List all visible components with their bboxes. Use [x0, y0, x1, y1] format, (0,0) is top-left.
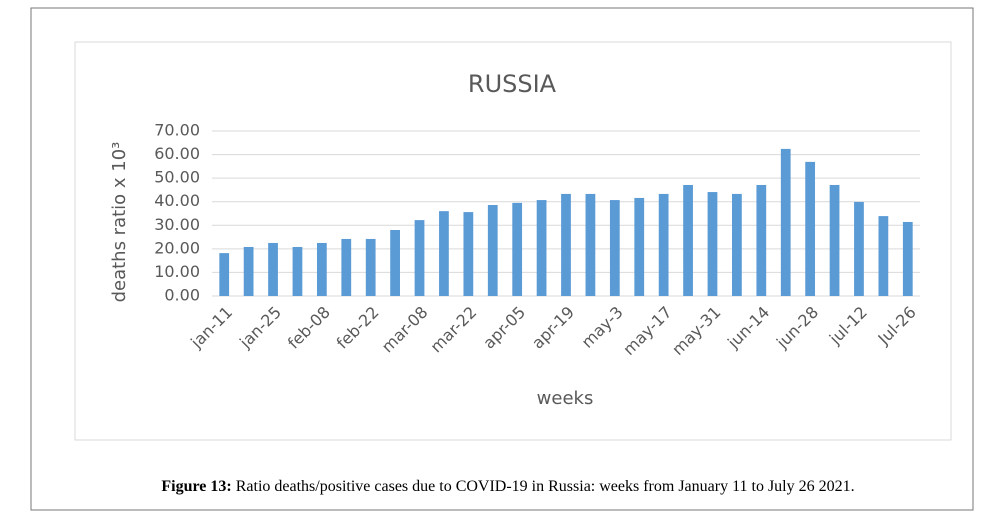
bar: [902, 221, 913, 296]
x-tick-label: mar-08: [378, 303, 432, 357]
caption-text: Ratio deaths/positive cases due to COVID…: [232, 478, 855, 495]
x-tick-label: jan-25: [235, 303, 285, 353]
bar: [316, 242, 327, 296]
y-axis-title: deaths ratio x 10³: [109, 142, 130, 303]
bar: [683, 184, 693, 296]
bar: [756, 184, 767, 296]
bar: [634, 197, 645, 296]
x-axis-title: weeks: [537, 388, 594, 409]
bar: [365, 238, 376, 296]
chart-frame: [74, 41, 952, 441]
bar: [512, 202, 523, 296]
caption-label: Figure 13:: [161, 478, 231, 495]
chart-title: RUSSIA: [468, 70, 557, 98]
y-tick-label: 30.00: [154, 215, 200, 234]
x-tick-label: mar-22: [427, 303, 481, 357]
y-tick-label: 20.00: [154, 238, 200, 257]
bar: [780, 148, 791, 296]
x-tick-label: apr-19: [528, 303, 578, 353]
y-tick-label: 10.00: [154, 262, 200, 281]
x-tick-label: apr-05: [479, 303, 529, 353]
y-tick-label: 0.00: [164, 286, 200, 305]
x-tick-label: jun-28: [772, 303, 822, 353]
bar: [561, 193, 571, 296]
bar: [658, 193, 669, 296]
bar: [414, 220, 425, 296]
x-tick-label: may-17: [619, 303, 675, 359]
bar: [487, 205, 498, 296]
caption: Figure 13: Ratio deaths/positive cases d…: [161, 478, 854, 495]
bar: [292, 246, 303, 296]
bar: [390, 230, 400, 296]
bar: [268, 242, 278, 296]
y-tick-label: 70.00: [154, 121, 200, 140]
bar: [219, 253, 230, 296]
bar: [439, 211, 449, 296]
figure-frame: [30, 7, 974, 511]
bar: [463, 212, 474, 296]
bar: [707, 192, 718, 296]
x-tick-label: jan-11: [186, 303, 236, 353]
y-tick-label: 40.00: [154, 191, 200, 210]
y-tick-label: 50.00: [154, 168, 200, 187]
bar: [536, 200, 547, 296]
bar: [243, 246, 254, 296]
y-tick-label: 60.00: [154, 144, 200, 163]
x-tick-label: jul-12: [825, 303, 871, 349]
bar: [854, 201, 864, 296]
bar: [585, 193, 596, 296]
x-tick-label: feb-22: [333, 303, 383, 353]
bar: [805, 161, 816, 296]
x-tick-label: may-31: [668, 303, 724, 359]
bar: [732, 193, 742, 296]
bar: [829, 184, 840, 296]
x-tick-label: Jul-26: [874, 303, 920, 349]
x-tick-label: jun-14: [723, 303, 773, 353]
x-tick-label: feb-08: [284, 303, 334, 353]
bar: [341, 238, 352, 296]
bar: [609, 200, 620, 296]
bar: [878, 216, 889, 296]
